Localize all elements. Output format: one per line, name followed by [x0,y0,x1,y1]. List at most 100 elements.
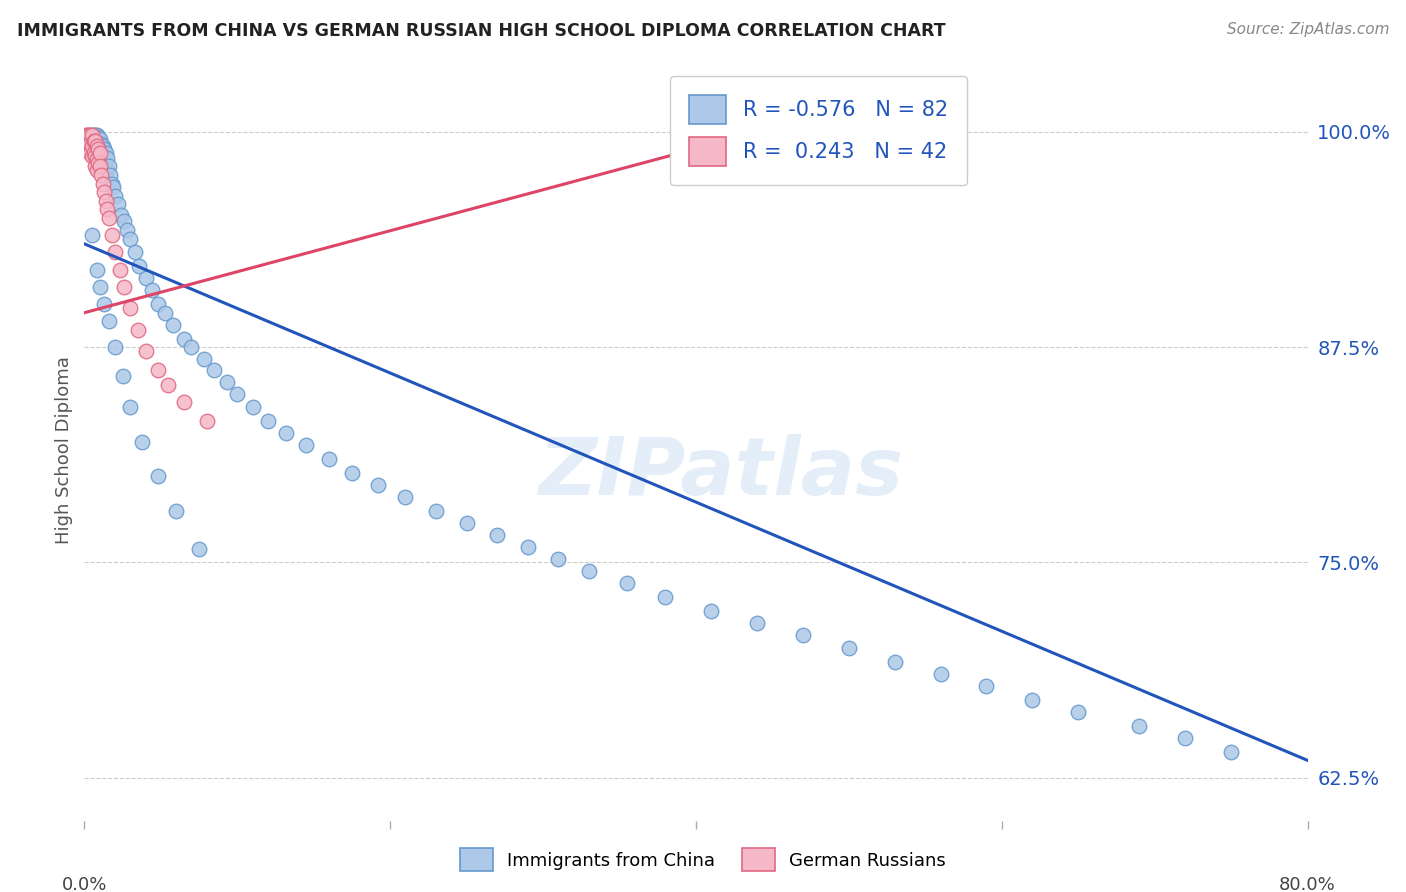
Point [104,188,127,202]
Point [76,134,98,148]
Point [202,362,225,376]
Point [79,136,101,151]
Point [86,136,108,151]
Point [120,232,142,246]
Point [89,160,111,174]
Point [146,362,169,376]
Point [135,271,157,285]
Point [976,679,998,693]
Point [84,160,107,174]
Point [162,318,184,332]
Point [79,145,101,160]
Point [84,149,107,163]
Point [103,180,125,194]
Point [98,168,121,182]
Point [77,128,100,143]
Point [90,168,112,182]
Point [929,667,952,681]
Point [93,160,115,174]
Point [97,160,120,174]
Point [141,283,163,297]
Point [578,564,600,578]
Point [425,504,447,518]
Text: 80.0%: 80.0% [1279,876,1336,892]
Point [146,469,169,483]
Text: IMMIGRANTS FROM CHINA VS GERMAN RUSSIAN HIGH SCHOOL DIPLOMA CORRELATION CHART: IMMIGRANTS FROM CHINA VS GERMAN RUSSIAN … [17,22,945,40]
Point [94,145,117,160]
Point [79,128,101,143]
Point [83,134,105,148]
Point [173,332,195,346]
Point [120,301,142,315]
Point [96,202,118,217]
Point [146,297,169,311]
Point [80,228,103,243]
Point [616,576,638,591]
Text: 0.0%: 0.0% [62,876,107,892]
Point [127,323,149,337]
Point [86,162,108,177]
Point [456,516,478,530]
Point [104,245,127,260]
Point [120,401,142,415]
Point [77,142,100,156]
Point [1067,705,1090,719]
Point [97,314,120,328]
Point [86,153,108,167]
Point [108,262,131,277]
Point [115,223,138,237]
Point [89,145,111,160]
Point [276,426,298,441]
Point [89,145,111,160]
Point [135,343,157,358]
Point [242,401,264,415]
Point [792,628,814,642]
Point [93,297,115,311]
Point [80,149,103,163]
Point [96,162,118,177]
Point [747,615,769,630]
Point [89,132,111,146]
Point [91,177,114,191]
Point [80,128,103,143]
Point [486,528,509,542]
Point [87,142,110,156]
Point [193,352,215,367]
Point [90,149,112,163]
Point [89,280,111,294]
Point [76,128,98,143]
Point [97,211,120,225]
Point [112,280,135,294]
Point [155,306,177,320]
Point [91,154,114,169]
Point [91,138,114,153]
Point [340,466,363,480]
Point [93,142,115,156]
Point [367,478,389,492]
Point [110,208,132,222]
Point [1220,745,1243,759]
Point [87,142,110,156]
Point [188,541,211,556]
Point [84,134,107,148]
Point [165,504,187,518]
Point [83,145,105,160]
Point [654,590,676,604]
Point [96,151,118,165]
Point [80,128,103,143]
Legend: Immigrants from China, German Russians: Immigrants from China, German Russians [453,841,953,879]
Point [318,452,340,467]
Point [547,552,569,566]
Point [883,655,905,669]
Point [104,340,127,354]
Point [131,434,153,449]
Point [124,245,146,260]
Point [700,604,723,618]
Y-axis label: High School Diploma: High School Diploma [55,357,73,544]
Point [112,214,135,228]
Text: ZIPatlas: ZIPatlas [538,434,903,512]
Point [516,540,538,554]
Point [1174,731,1197,745]
Point [295,438,318,452]
Point [1128,719,1150,733]
